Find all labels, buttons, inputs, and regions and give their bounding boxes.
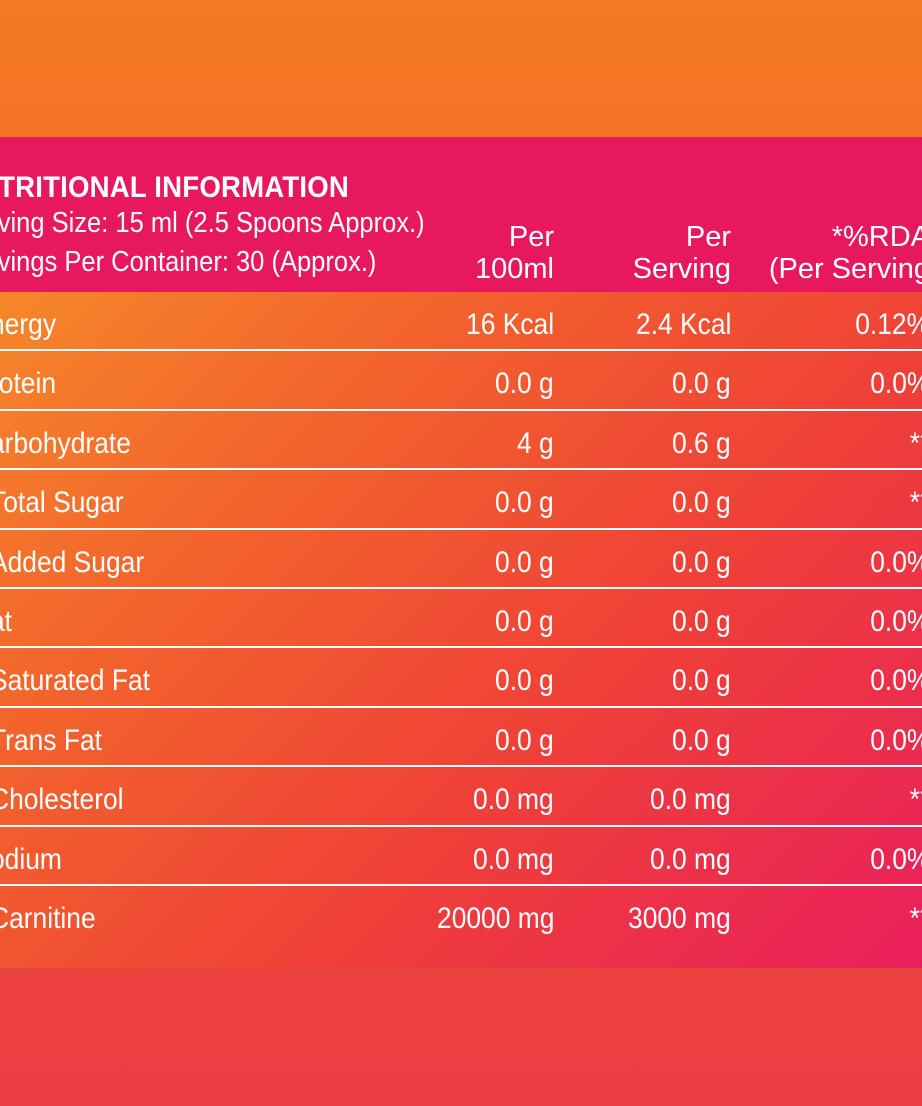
nutrient-label: nergy <box>0 308 57 341</box>
column-header-rda: *%RDA (Per Serving <box>769 221 922 285</box>
serving-size: erving Size: 15 ml (2.5 Spoons Approx.) <box>0 207 425 239</box>
value-per-100ml: 0.0 g <box>495 723 554 757</box>
table-row: at 0.0 g 0.0 g 0.0% <box>0 589 922 649</box>
value-per-100ml: 0.0 g <box>495 664 554 698</box>
nutrient-label: at <box>0 604 13 638</box>
table-row: Total Sugar 0.0 g 0.0 g ** <box>0 470 922 530</box>
nutrient-label: Added Sugar <box>0 545 145 579</box>
value-rda: ** <box>909 901 922 935</box>
table-row: Trans Fat 0.0 g 0.0 g 0.0% <box>0 708 922 768</box>
table-row: rotein 0.0 g 0.0 g 0.0% <box>0 351 922 411</box>
nutrition-panel: UTRITIONAL INFORMATION erving Size: 15 m… <box>0 137 922 968</box>
value-per-serving: 0.6 g <box>672 426 731 460</box>
column-header-line: Per <box>685 221 731 253</box>
value-per-serving: 0.0 g <box>672 367 731 401</box>
nutrient-label: rotein <box>0 367 57 401</box>
column-header-line: Per <box>508 221 554 253</box>
value-rda: 0.0% <box>869 367 922 401</box>
value-per-serving: 0.0 mg <box>650 783 731 817</box>
value-per-100ml: 0.0 g <box>495 604 554 638</box>
nutrition-table: nergy 16 Kcal 2.4 Kcal 0.12% rotein 0.0 … <box>0 292 922 945</box>
table-row: odium 0.0 mg 0.0 mg 0.0% <box>0 827 922 886</box>
value-per-serving: 0.0 mg <box>650 842 731 876</box>
value-rda: 0.0% <box>869 664 922 698</box>
value-rda: ** <box>909 426 922 460</box>
nutrient-label: Carnitine <box>0 901 96 935</box>
table-row: Added Sugar 0.0 g 0.0 g 0.0% <box>0 530 922 589</box>
nutrient-label: Saturated Fat <box>0 664 150 698</box>
value-rda: ** <box>909 783 922 817</box>
value-rda: 0.0% <box>869 545 922 579</box>
nutrient-label: Trans Fat <box>0 723 102 757</box>
value-per-serving: 0.0 g <box>672 664 731 698</box>
column-header-line: (Per Serving <box>768 253 922 285</box>
table-row: Carnitine 20000 mg 3000 mg ** <box>0 886 922 945</box>
nutrient-label: Total Sugar <box>0 486 124 520</box>
value-per-100ml: 0.0 g <box>495 367 554 401</box>
value-per-serving: 0.0 g <box>672 486 731 520</box>
table-row: Cholesterol 0.0 mg 0.0 mg ** <box>0 767 922 827</box>
value-per-100ml: 4 g <box>517 426 554 460</box>
value-per-100ml: 0.0 mg <box>473 842 554 876</box>
value-per-serving: 3000 mg <box>628 901 731 935</box>
nutrient-label: arbohydrate <box>0 426 131 460</box>
nutrient-label: odium <box>0 842 62 876</box>
nutrition-header: UTRITIONAL INFORMATION erving Size: 15 m… <box>0 137 922 292</box>
value-per-100ml: 0.0 g <box>495 486 554 520</box>
column-header-line: *%RDA <box>831 221 922 253</box>
panel-title: UTRITIONAL INFORMATION <box>0 171 349 204</box>
value-per-serving: 0.0 g <box>672 723 731 757</box>
value-per-serving: 2.4 Kcal <box>635 308 731 341</box>
value-per-100ml: 16 Kcal <box>465 308 554 341</box>
value-rda: 0.0% <box>869 604 922 638</box>
column-header-per-serving: Per Serving <box>633 221 731 285</box>
table-row: nergy 16 Kcal 2.4 Kcal 0.12% <box>0 292 922 352</box>
nutrient-label: Cholesterol <box>0 783 124 817</box>
value-rda: ** <box>909 486 922 520</box>
value-per-100ml: 0.0 g <box>495 545 554 579</box>
value-per-100ml: 20000 mg <box>436 901 554 935</box>
column-header-line: 100ml <box>475 253 554 285</box>
column-header-line: Serving <box>632 253 731 285</box>
value-rda: 0.0% <box>869 842 922 876</box>
value-per-serving: 0.0 g <box>672 604 731 638</box>
servings-per-container: ervings Per Container: 30 (Approx.) <box>0 246 377 278</box>
value-per-100ml: 0.0 mg <box>473 783 554 817</box>
column-header-per-100ml: Per 100ml <box>475 221 554 285</box>
value-rda: 0.0% <box>869 723 922 757</box>
table-row: arbohydrate 4 g 0.6 g ** <box>0 411 922 471</box>
value-rda: 0.12% <box>855 308 922 341</box>
value-per-serving: 0.0 g <box>672 545 731 579</box>
table-row: Saturated Fat 0.0 g 0.0 g 0.0% <box>0 648 922 708</box>
